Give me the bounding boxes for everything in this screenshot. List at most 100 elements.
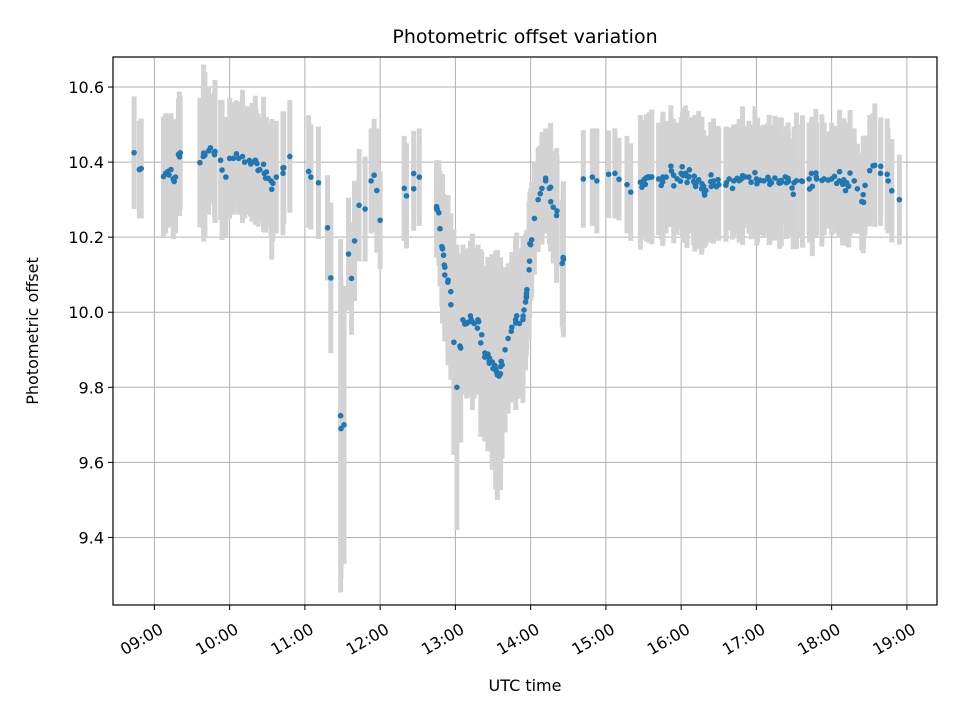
data-point [217, 157, 224, 164]
data-point [252, 157, 259, 164]
data-point [166, 172, 172, 178]
data-point [223, 174, 229, 180]
data-point [197, 159, 203, 166]
data-point [612, 170, 618, 177]
data-point [305, 168, 312, 175]
data-point [670, 183, 677, 189]
data-point [806, 176, 812, 182]
data-point [889, 187, 895, 194]
data-point [338, 425, 344, 432]
data-point [679, 163, 685, 170]
data-point [268, 186, 275, 193]
data-point [508, 328, 515, 335]
data-point [648, 174, 655, 180]
y-tick-label: 9.8 [79, 378, 104, 397]
y-tick-label: 9.4 [79, 528, 104, 547]
data-point [497, 363, 504, 370]
data-point [401, 185, 408, 192]
data-point [842, 187, 849, 194]
data-point [246, 157, 253, 164]
data-point [434, 206, 441, 213]
data-point [486, 355, 493, 361]
data-point [477, 340, 484, 346]
data-point [710, 182, 717, 188]
data-point [554, 208, 560, 214]
data-point [441, 262, 448, 268]
data-point [729, 185, 736, 192]
data-point [691, 173, 698, 180]
data-point [723, 182, 729, 188]
y-tick-label: 10.4 [68, 153, 104, 172]
data-point [374, 187, 380, 194]
data-point [684, 179, 690, 186]
data-point [752, 169, 758, 176]
data-point [177, 149, 184, 156]
data-point [776, 178, 783, 184]
data-point [270, 180, 276, 187]
data-points [131, 145, 903, 432]
data-point [739, 172, 746, 179]
data-point [520, 316, 526, 323]
plot-frame [112, 56, 938, 606]
data-point [836, 168, 843, 175]
y-tick-label: 9.6 [79, 453, 104, 472]
data-point [526, 258, 533, 264]
data-point [885, 178, 891, 184]
data-point [736, 177, 742, 184]
data-point [847, 170, 853, 176]
data-point [708, 172, 714, 178]
data-point [280, 165, 286, 171]
data-point [726, 176, 732, 182]
data-point [547, 184, 554, 191]
data-point [460, 316, 466, 323]
data-point [410, 170, 417, 177]
data-point [445, 277, 451, 283]
data-point [233, 150, 240, 157]
data-point [345, 251, 352, 257]
data-point [550, 204, 557, 210]
data-point [851, 178, 858, 184]
data-point [523, 294, 530, 301]
data-point [468, 316, 474, 323]
data-point [748, 179, 754, 186]
data-point [448, 288, 454, 295]
data-point [172, 174, 179, 180]
data-point [627, 189, 634, 195]
data-point [698, 185, 705, 192]
data-point [493, 367, 499, 374]
data-point [765, 174, 771, 180]
data-point [498, 358, 504, 365]
data-point [475, 318, 482, 325]
data-point [531, 215, 538, 222]
data-point [542, 175, 549, 182]
data-point [315, 179, 322, 186]
data-point [553, 212, 560, 219]
data-point [782, 174, 789, 180]
data-point [789, 185, 795, 191]
data-point [489, 359, 496, 365]
data-point [539, 185, 545, 192]
data-point [896, 196, 903, 203]
data-point [481, 354, 488, 360]
data-point [535, 196, 541, 203]
data-point [403, 193, 410, 199]
data-point [494, 372, 501, 378]
data-point [448, 301, 454, 308]
data-point [813, 174, 820, 180]
data-point [884, 171, 890, 178]
data-point [200, 150, 207, 156]
data-point [474, 325, 481, 331]
data-point [854, 186, 861, 192]
data-point [521, 307, 527, 313]
data-point [341, 422, 347, 428]
data-point [695, 176, 702, 183]
data-point [639, 184, 645, 190]
data-point [263, 169, 270, 175]
chart-title: Photometric offset variation [392, 26, 657, 48]
data-point [371, 172, 377, 179]
data-point [877, 170, 884, 177]
x-axis-label: UTC time [489, 676, 562, 695]
data-point [337, 412, 344, 419]
data-point [715, 176, 721, 183]
